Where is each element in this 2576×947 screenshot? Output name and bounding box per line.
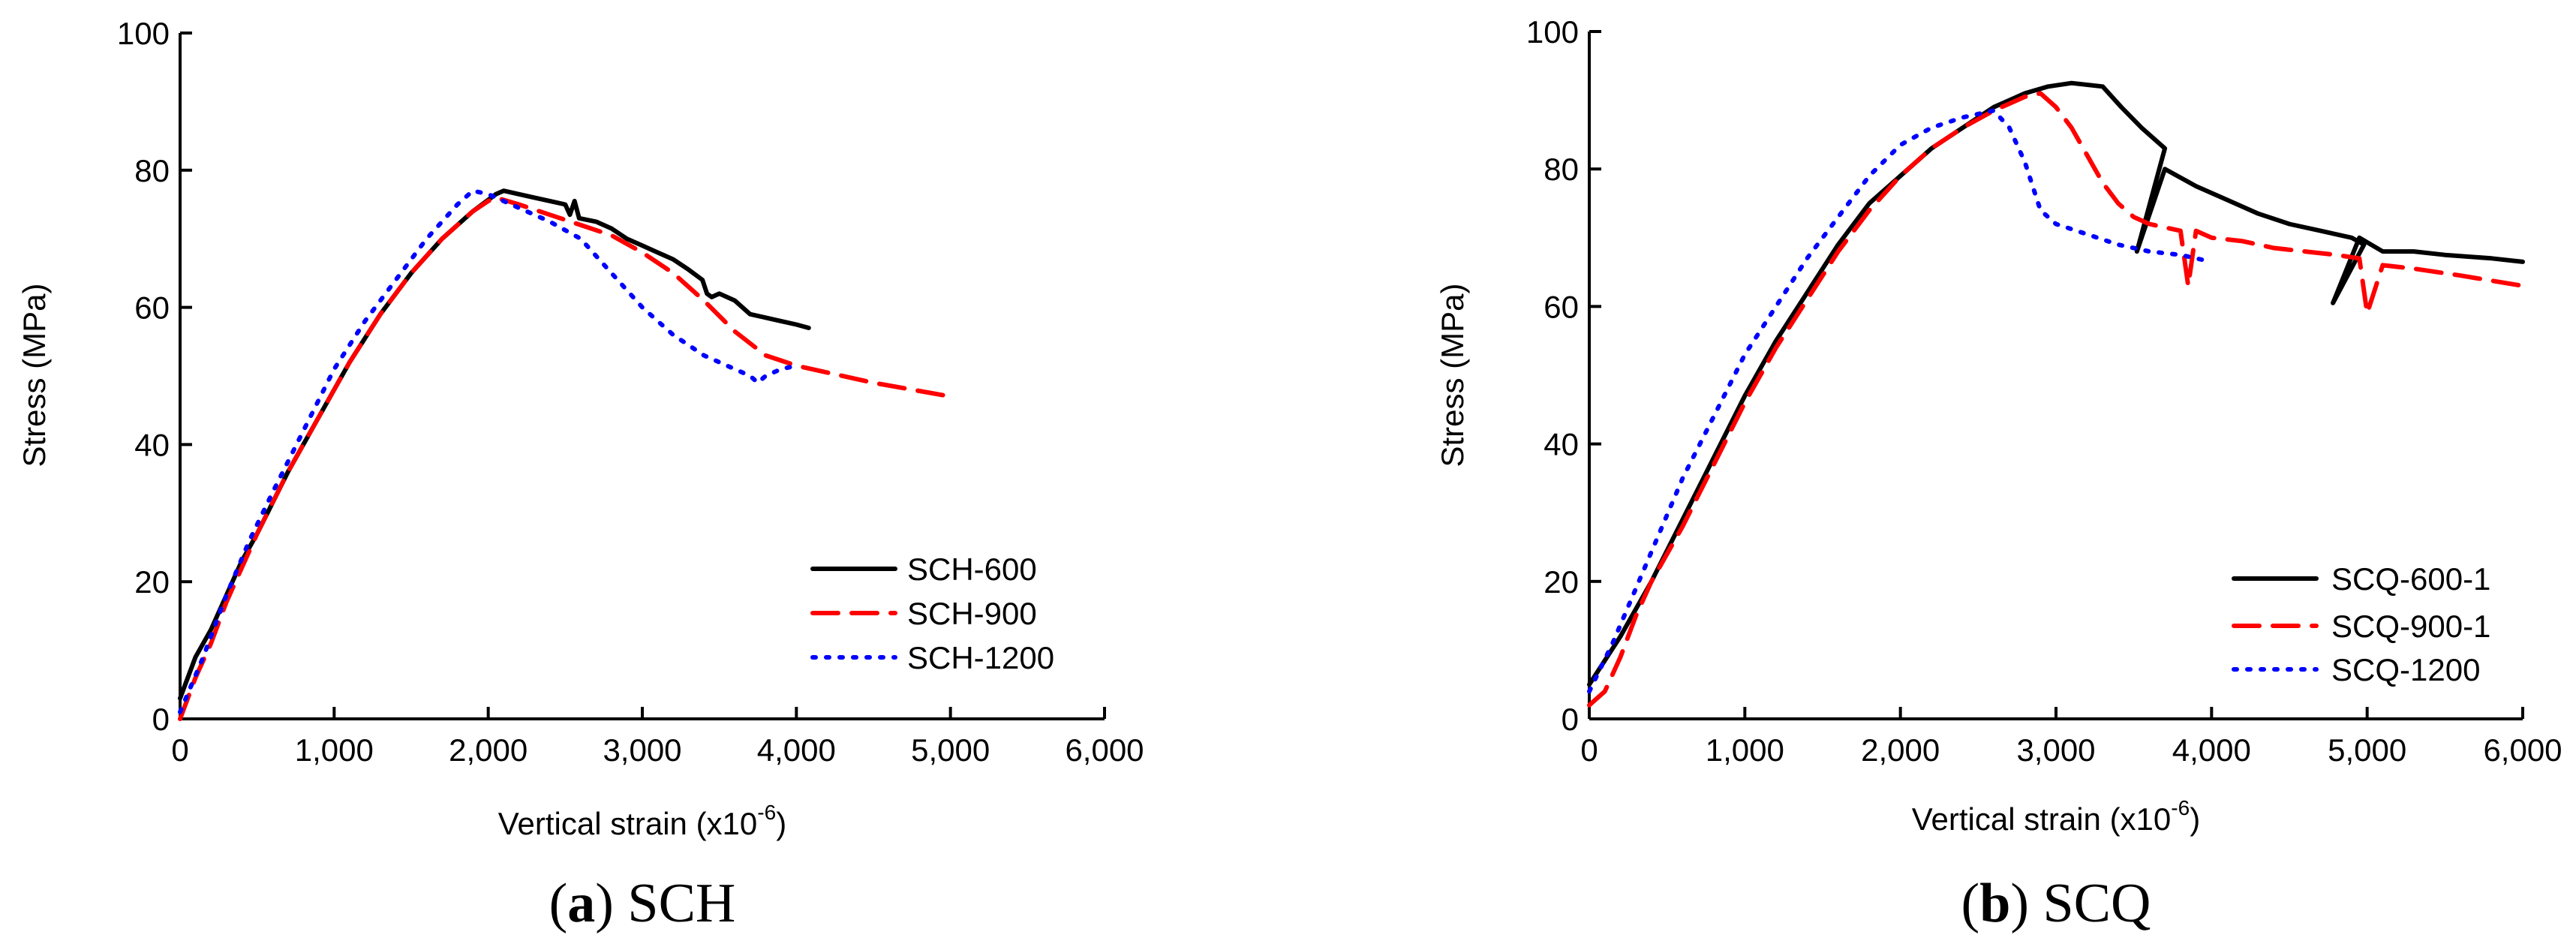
panel-b-y-ticks: 0 20 40 60 80 100 (1526, 14, 1601, 737)
panel-b-caption: (b) SCQ (1961, 873, 2151, 934)
panel-a-x-tick-label: 2,000 (449, 732, 528, 768)
panel-a-legend: SCH-600 SCH-900 SCH-1200 (810, 552, 1054, 675)
panel-a-x-tick-label: 3,000 (603, 732, 681, 768)
legend-label-sch-1200: SCH-1200 (907, 640, 1054, 675)
panel-b-y-tick-label: 40 (1543, 427, 1579, 462)
panel-b-x-tick-label: 4,000 (2172, 732, 2251, 768)
panel-b-scq: 0 1,000 2,000 3,000 4,000 5,000 6,000 0 20 40 60 8… (1435, 14, 2562, 934)
panel-a-caption: (a) SCH (549, 873, 736, 934)
series-line-scq-1200 (1587, 108, 2214, 694)
panel-b-x-tick-label: 3,000 (2016, 732, 2095, 768)
panel-b-x-tick-label: 2,000 (1861, 732, 1940, 768)
legend-label-scq-900-1: SCQ-900-1 (2331, 609, 2490, 644)
panel-a-y-tick-label: 80 (134, 153, 170, 188)
legend-label-sch-600: SCH-600 (907, 552, 1037, 587)
legend-label-sch-900: SCH-900 (907, 596, 1037, 631)
panel-a-y-axis-title: Stress (MPa) (17, 283, 52, 467)
panel-a-y-ticks: 0 20 40 60 80 100 (117, 16, 192, 737)
panel-a-x-ticks: 0 1,000 2,000 3,000 4,000 5,000 6,000 (171, 707, 1144, 768)
legend-label-scq-1200: SCQ-1200 (2331, 652, 2480, 687)
panel-b-y-tick-label: 80 (1543, 152, 1579, 187)
panel-a-x-tick-label: 5,000 (911, 732, 990, 768)
panel-a-y-tick-label: 20 (134, 564, 170, 600)
panel-b-y-tick-label: 60 (1543, 289, 1579, 324)
panel-b-x-tick-label: 6,000 (2483, 732, 2562, 768)
series-line-scq-900-1 (1587, 91, 2525, 708)
panel-b-series (1587, 80, 2525, 708)
panel-b-x-tick-label: 5,000 (2328, 732, 2406, 768)
legend-label-scq-600-1: SCQ-600-1 (2331, 561, 2490, 597)
panel-b-x-tick-label: 1,000 (1706, 732, 1784, 768)
panel-b-legend: SCQ-600-1 SCQ-900-1 SCQ-1200 (2232, 561, 2490, 687)
panel-a-x-tick-label: 6,000 (1065, 732, 1144, 768)
panel-a-y-tick-label: 0 (152, 702, 170, 737)
series-line-sch-1200 (178, 188, 799, 714)
series-line-sch-900 (178, 195, 953, 721)
panel-a-x-tick-label: 1,000 (295, 732, 374, 768)
panel-b-y-tick-label: 20 (1543, 564, 1579, 600)
panel-a-y-tick-label: 60 (134, 290, 170, 326)
panel-a-x-tick-label: 0 (171, 732, 188, 768)
panel-b-x-axis-title: Vertical strain (x10-6) (1912, 796, 2200, 837)
panel-b-y-tick-label: 100 (1526, 14, 1579, 50)
panel-b-y-axis-title: Stress (MPa) (1435, 283, 1470, 467)
panel-a-y-tick-label: 100 (117, 16, 170, 51)
series-line-sch-600 (178, 188, 811, 701)
panel-b-x-tick-label: 0 (1580, 732, 1598, 768)
series-line-scq-600-1 (1587, 80, 2525, 687)
panel-a-x-tick-label: 4,000 (757, 732, 836, 768)
panel-a-sch: 0 1,000 2,000 3,000 4,000 5,000 6,000 0 20 40 60 8… (17, 16, 1144, 934)
panel-b-x-ticks: 0 1,000 2,000 3,000 4,000 5,000 6,000 (1580, 707, 2562, 768)
panel-a-y-tick-label: 40 (134, 427, 170, 462)
panel-a-x-axis-title: Vertical strain (x10-6) (498, 801, 786, 841)
panel-a-series (178, 188, 953, 721)
panel-b-y-tick-label: 0 (1562, 702, 1579, 737)
